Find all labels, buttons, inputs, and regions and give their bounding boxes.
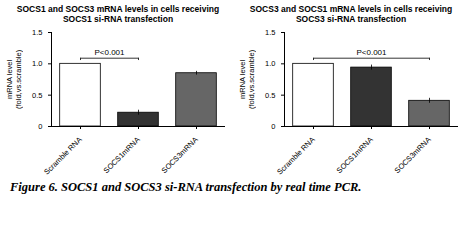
svg-text:0.5: 0.5 — [32, 91, 42, 100]
svg-text:0: 0 — [271, 122, 275, 131]
svg-text:Scramble RNA: Scramble RNA — [275, 135, 316, 176]
svg-text:P<0.001: P<0.001 — [94, 48, 125, 57]
html-text:SOCS3 and SOCS1 mRNA levels in: SOCS3 and SOCS1 mRNA levels in cells rec… — [249, 4, 453, 24]
html-text:mRNA level (fold,vs.scramble): mRNA level (fold,vs.scramble) — [5, 49, 23, 110]
svg-text:SOCS1mRNA: SOCS1mRNA — [102, 135, 142, 175]
svg-text:1.0: 1.0 — [32, 59, 42, 68]
svg-text:Scramble RNA: Scramble RNA — [42, 135, 83, 176]
svg-text:0.5: 0.5 — [265, 91, 275, 100]
svg-text:SOCS3mRNA: SOCS3mRNA — [160, 135, 200, 175]
svg-text:SOCS3mRNA: SOCS3mRNA — [393, 135, 433, 175]
svg-text:1.5: 1.5 — [265, 28, 275, 37]
svg-text:1.5: 1.5 — [32, 28, 42, 37]
html-text:mRNA level (fold,vs.scramble): mRNA level (fold,vs.scramble) — [238, 49, 256, 110]
svg-text:SOCS1mRNA: SOCS1mRNA — [335, 135, 375, 175]
html-text:Figure 6. SOCS1 and SOCS3 si-R: Figure 6. SOCS1 and SOCS3 si-RNA transfe… — [10, 180, 362, 194]
html-text:SOCS1 and SOCS3 mRNA levels in: SOCS1 and SOCS3 mRNA levels in cells rec… — [16, 4, 220, 24]
svg-text:0: 0 — [38, 122, 42, 131]
svg-text:1.0: 1.0 — [265, 59, 275, 68]
svg-text:P<0.001: P<0.001 — [356, 48, 387, 57]
